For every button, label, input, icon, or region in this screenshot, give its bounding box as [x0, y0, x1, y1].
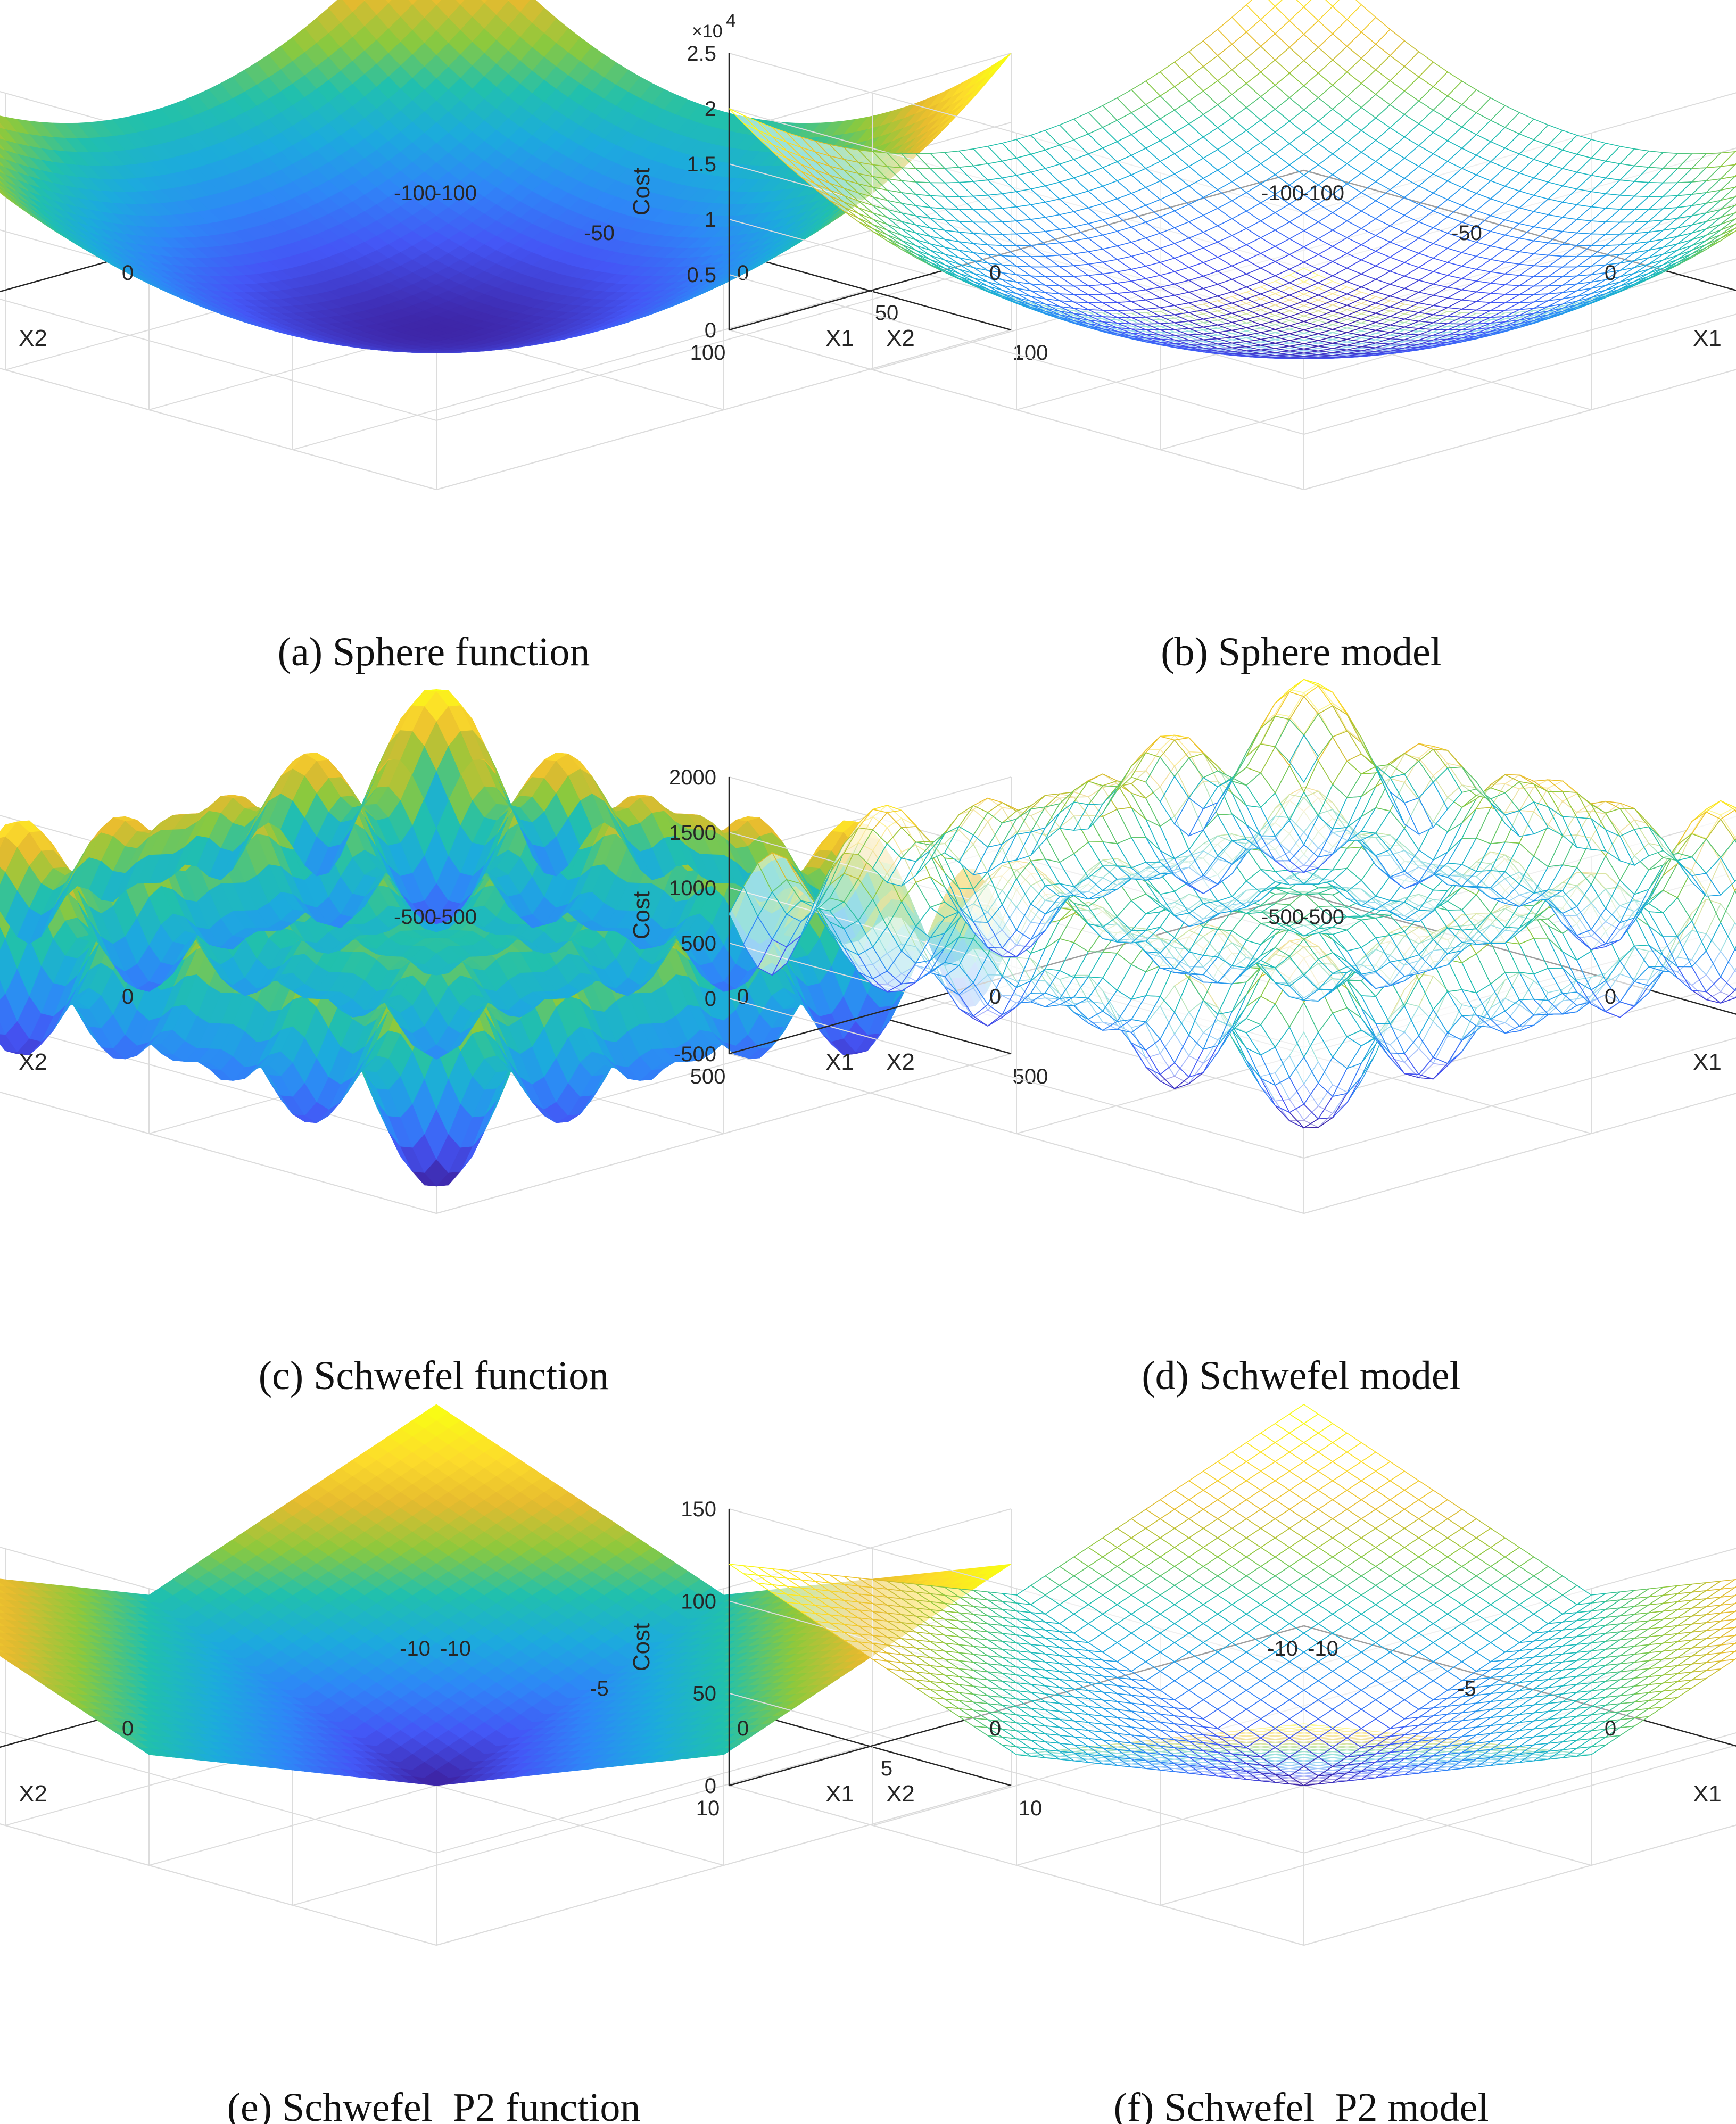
x-tick-label: -50 — [1451, 221, 1482, 245]
panel-b: 00.511.522.5-100-50050100-1000100X1X2Cos… — [629, 0, 1736, 674]
x-tick-label: -100 — [434, 181, 477, 205]
x-axis-label: X1 — [825, 325, 854, 351]
x-tick-label: -100 — [1302, 181, 1344, 205]
panel-a: 00.511.52-100-50050100-1000100X1X2Cost×1… — [0, 0, 1048, 674]
gridline-y-floor-2 — [0, 368, 437, 490]
exponent-power: 4 — [726, 11, 736, 31]
y-tick-label: 100 — [690, 341, 726, 365]
x-tick-label: 100 — [1013, 341, 1048, 365]
gridline-back-0 — [0, 368, 437, 490]
y-tick-label: -100 — [1261, 181, 1304, 205]
y-tick-label: 0 — [989, 261, 1001, 285]
z-tick-label: 2 — [705, 97, 716, 121]
panel-caption: (a) Sphere function — [278, 630, 590, 674]
x-tick-label: -50 — [584, 221, 615, 245]
z-tick-label: 2.5 — [687, 42, 716, 65]
y-axis-label: X2 — [19, 325, 47, 351]
surface-a — [0, 0, 1012, 353]
y-tick-label: -100 — [394, 181, 436, 205]
y-axis-label: X2 — [886, 325, 915, 351]
z-tick-label: 1 — [705, 208, 716, 232]
exponent-prefix: ×10 — [692, 21, 723, 42]
z-axis-label: Cost — [629, 168, 655, 216]
y-tick-label: 0 — [122, 261, 134, 285]
panel-caption: (b) Sphere model — [1161, 630, 1442, 674]
z-tick-label: 1.5 — [687, 153, 716, 176]
x-tick-label: 0 — [1605, 261, 1616, 285]
z-tick-label: 0 — [705, 319, 716, 342]
x-tick-label: 0 — [737, 261, 749, 285]
z-tick-label: 0.5 — [687, 263, 716, 287]
x-axis-label: X1 — [1693, 325, 1722, 351]
